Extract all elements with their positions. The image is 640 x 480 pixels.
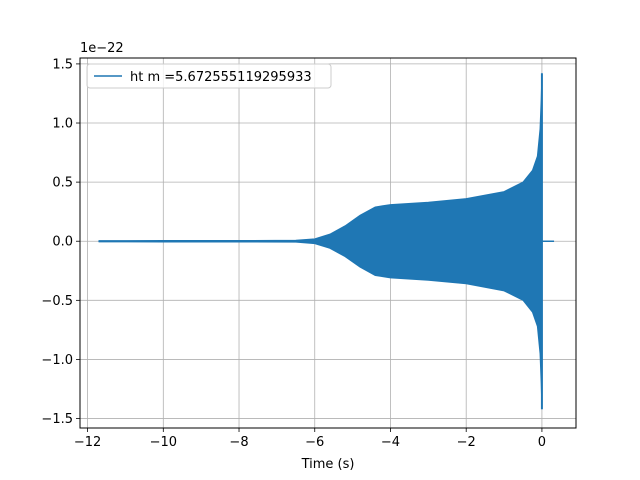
x-tick-label: −6 [305, 435, 324, 450]
y-axis-ticks: −1.5 −1.0 −0.5 0.0 0.5 1.0 1.5 [41, 57, 80, 427]
x-tick-label: −12 [74, 435, 101, 450]
x-tick-label: −2 [457, 435, 476, 450]
y-offset-label: 1e−22 [80, 41, 124, 56]
x-tick-label: −10 [150, 435, 177, 450]
y-tick-label: 1.0 [52, 117, 73, 132]
x-axis-ticks: −12 −10 −8 −6 −4 −2 0 [74, 428, 546, 450]
legend: ht m =5.672555119295933 [86, 63, 332, 89]
legend-entry-label: ht m =5.672555119295933 [130, 70, 312, 85]
legend-box [86, 63, 332, 89]
x-tick-label: −4 [381, 435, 400, 450]
y-tick-label: −0.5 [41, 294, 73, 309]
y-tick-label: −1.0 [41, 353, 73, 368]
x-tick-label: 0 [538, 435, 546, 450]
y-tick-label: 0.5 [52, 176, 73, 191]
y-tick-label: 0.0 [52, 235, 73, 250]
x-tick-label: −8 [229, 435, 248, 450]
axes-frame [79, 57, 577, 429]
series-layer [98, 72, 555, 410]
x-axis-label: Time (s) [301, 457, 355, 472]
y-tick-label: 1.5 [52, 57, 73, 72]
y-tick-label: −1.5 [41, 412, 73, 427]
